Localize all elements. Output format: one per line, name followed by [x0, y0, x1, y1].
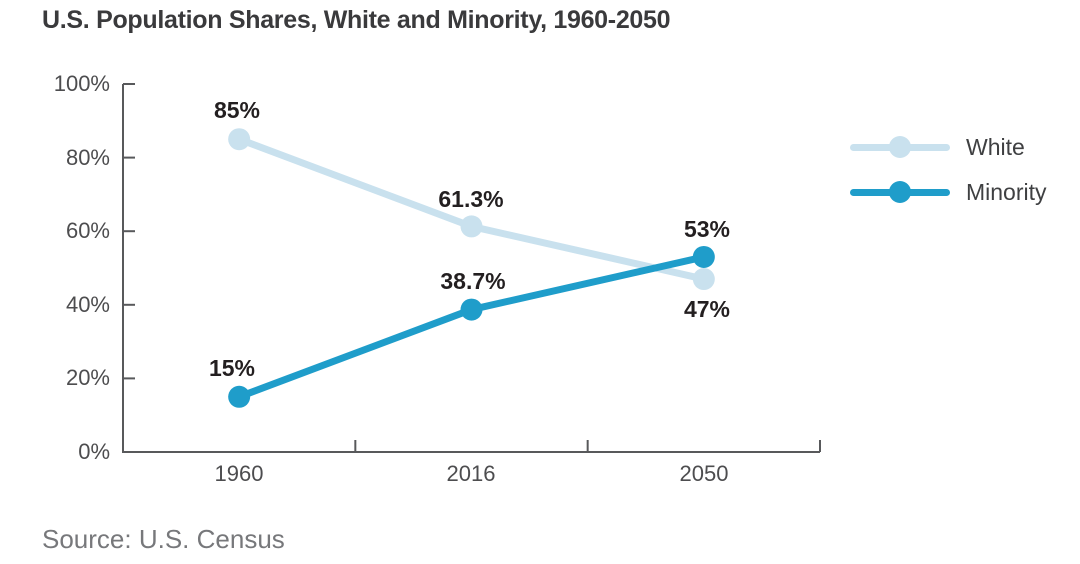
legend-label-minority: Minority	[966, 178, 1047, 205]
source-note: Source: U.S. Census	[42, 524, 285, 554]
y-axis-tick-label: 60%	[65, 218, 110, 243]
data-point-marker	[692, 268, 715, 291]
legend: White Minority	[850, 126, 1047, 213]
x-axis-tick-label: 2016	[446, 461, 496, 486]
x-axis-tick-label: 1960	[214, 461, 264, 486]
legend-label-white: White	[966, 133, 1025, 160]
y-axis-tick-label: 80%	[65, 145, 110, 170]
data-point-marker	[228, 385, 251, 408]
y-axis-tick-label: 20%	[65, 365, 110, 390]
data-label-white-2050: 47%	[683, 296, 731, 322]
y-axis-tick-label: 100%	[53, 71, 110, 96]
data-label-minority-2016: 38.7%	[440, 268, 506, 294]
data-label-white-2016: 61.3%	[438, 186, 504, 212]
data-point-marker	[692, 245, 715, 268]
data-point-marker	[460, 215, 483, 238]
series-line-white	[228, 128, 715, 291]
legend-item-minority: Minority	[850, 171, 1047, 213]
white-series-swatch-icon	[850, 136, 950, 158]
x-axis-tick-label: 2050	[679, 461, 729, 486]
data-point-marker	[460, 298, 483, 321]
y-axis-tick-label: 0%	[78, 439, 110, 464]
data-label-white-1960: 85%	[213, 97, 261, 123]
chart-title: U.S. Population Shares, White and Minori…	[42, 6, 671, 34]
data-point-marker	[228, 128, 251, 151]
y-axis-tick-label: 40%	[65, 292, 110, 317]
series-line-minority	[228, 245, 715, 408]
data-label-minority-2050: 53%	[683, 216, 731, 242]
legend-item-white: White	[850, 126, 1047, 168]
minority-series-swatch-icon	[850, 181, 950, 203]
data-label-minority-1960: 15%	[208, 355, 256, 381]
axes	[122, 83, 821, 453]
